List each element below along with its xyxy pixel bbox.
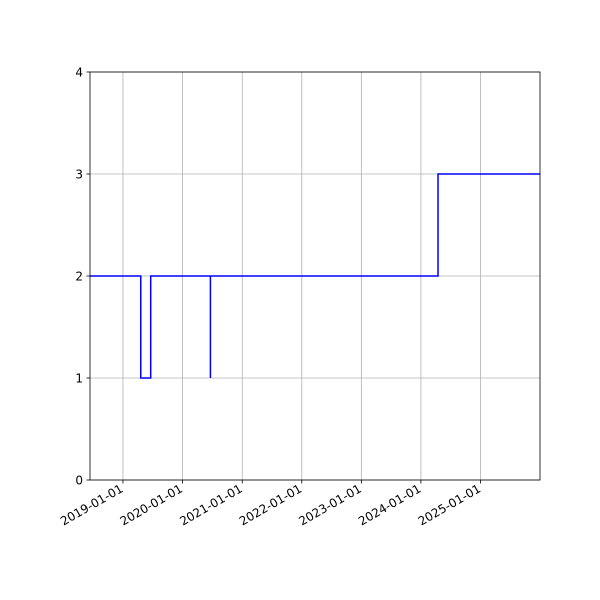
- y-tick-label: 2: [75, 269, 83, 283]
- ticks: 0 1 2 3 4 2019-01-012020-01-012021-01-012022-…: [58, 65, 483, 528]
- y-tick-label: 4: [75, 65, 83, 79]
- x-tick-label: 2019-01-01: [58, 481, 125, 528]
- x-tick-label: 2023-01-01: [296, 481, 363, 528]
- x-tick-label: 2020-01-01: [118, 481, 185, 528]
- y-tick-label: 0: [75, 473, 83, 487]
- x-tick-label: 2025-01-01: [416, 481, 483, 528]
- x-tick-label: 2024-01-01: [356, 481, 423, 528]
- y-tick-label: 3: [75, 167, 83, 181]
- series-line: [90, 173, 540, 379]
- y-tick-label: 1: [75, 371, 83, 385]
- series-layer: [90, 173, 540, 379]
- x-tick-label: 2021-01-01: [177, 481, 244, 528]
- x-tick-label: 2022-01-01: [237, 481, 304, 528]
